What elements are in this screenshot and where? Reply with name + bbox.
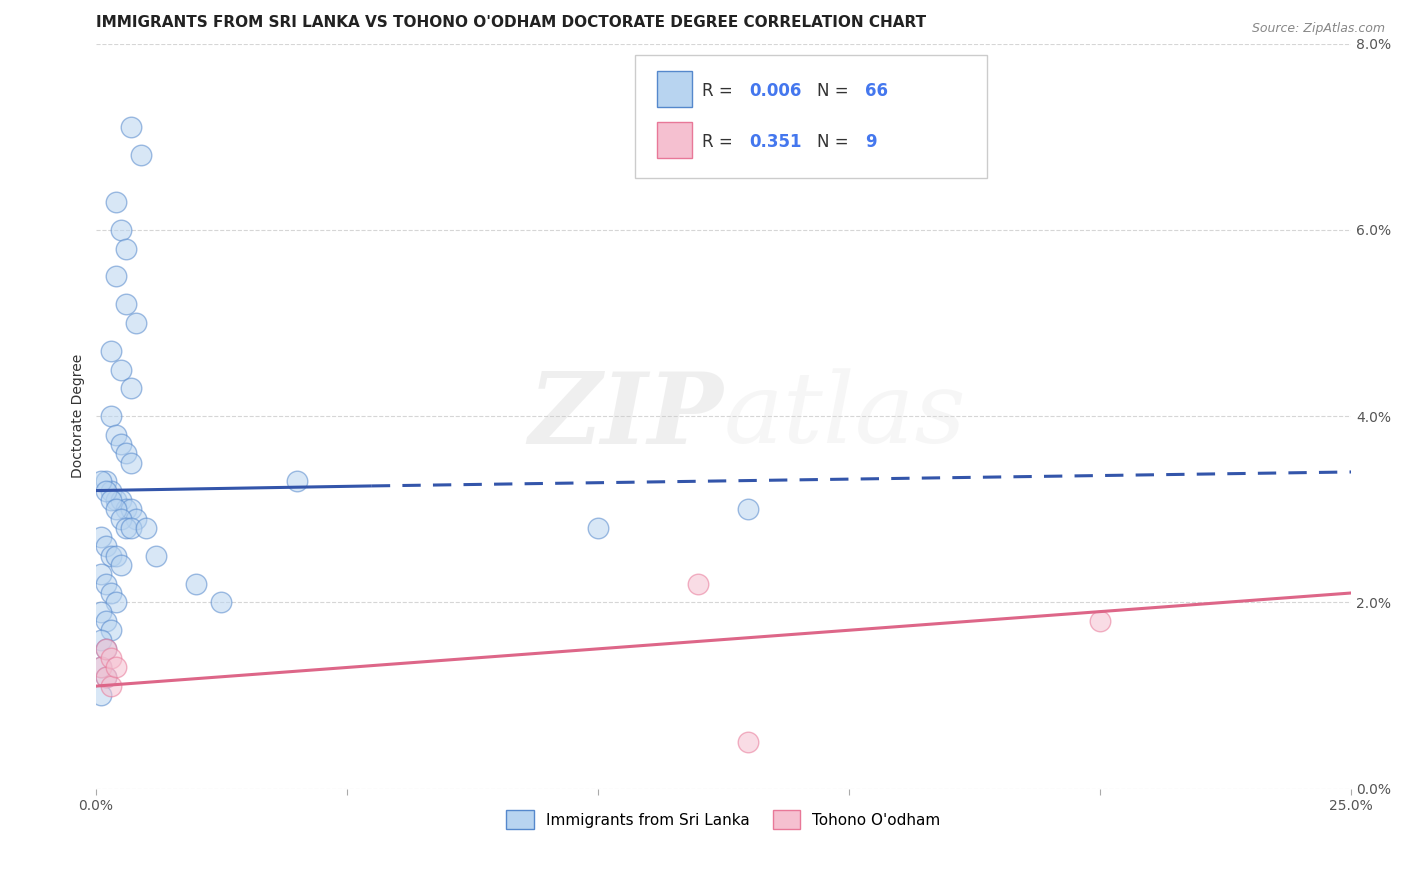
Point [104, 269, 127, 284]
Point [110, 362, 132, 376]
Point [100, 483, 122, 498]
Text: 0.006: 0.006 [749, 82, 801, 100]
Point [129, 148, 152, 162]
Text: N =: N = [817, 133, 855, 151]
Text: ZIP: ZIP [529, 368, 723, 465]
Point [90, 632, 112, 647]
Text: 66: 66 [865, 82, 889, 100]
Point [104, 660, 127, 674]
Point [737, 735, 759, 749]
Point [209, 595, 232, 609]
Point [90, 530, 112, 544]
Text: 0.351: 0.351 [749, 133, 803, 151]
Text: atlas: atlas [723, 368, 966, 464]
Point [104, 194, 127, 209]
Point [110, 511, 132, 525]
Point [104, 595, 127, 609]
Point [184, 576, 207, 591]
Point [120, 381, 142, 395]
Point [94, 475, 117, 489]
Y-axis label: Doctorate Degree: Doctorate Degree [72, 354, 86, 478]
Text: R =: R = [702, 82, 738, 100]
Text: R =: R = [702, 133, 738, 151]
Text: Source: ZipAtlas.com: Source: ZipAtlas.com [1251, 22, 1385, 36]
Point [94, 641, 117, 656]
Point [100, 343, 122, 358]
Point [104, 427, 127, 442]
FancyBboxPatch shape [636, 54, 987, 178]
Point [100, 586, 122, 600]
Point [94, 670, 117, 684]
Point [104, 549, 127, 563]
Point [120, 456, 142, 470]
Text: IMMIGRANTS FROM SRI LANKA VS TOHONO O'ODHAM DOCTORATE DEGREE CORRELATION CHART: IMMIGRANTS FROM SRI LANKA VS TOHONO O'OD… [96, 15, 925, 30]
Point [100, 549, 122, 563]
Point [100, 624, 122, 638]
Text: N =: N = [817, 82, 855, 100]
Point [120, 502, 142, 516]
Legend: Immigrants from Sri Lanka, Tohono O'odham: Immigrants from Sri Lanka, Tohono O'odha… [499, 803, 948, 837]
Point [90, 567, 112, 582]
Point [1088, 614, 1111, 628]
Point [120, 120, 142, 135]
Point [114, 502, 136, 516]
Point [104, 492, 127, 507]
Point [100, 651, 122, 665]
Point [110, 492, 132, 507]
Point [110, 223, 132, 237]
Point [114, 297, 136, 311]
Point [90, 660, 112, 674]
Point [688, 576, 710, 591]
Point [285, 475, 308, 489]
Point [94, 483, 117, 498]
Point [94, 641, 117, 656]
Point [94, 614, 117, 628]
Point [125, 316, 148, 330]
Point [104, 502, 127, 516]
Point [94, 576, 117, 591]
Text: 9: 9 [865, 133, 877, 151]
Point [90, 475, 112, 489]
Point [586, 521, 609, 535]
Point [114, 521, 136, 535]
Point [110, 437, 132, 451]
Bar [657, 122, 692, 158]
Bar [657, 71, 692, 107]
Point [90, 660, 112, 674]
Point [90, 605, 112, 619]
Point [114, 446, 136, 460]
Point [94, 670, 117, 684]
Point [90, 689, 112, 703]
Point [120, 521, 142, 535]
Point [100, 492, 122, 507]
Point [94, 540, 117, 554]
Point [100, 679, 122, 693]
Point [100, 409, 122, 423]
Point [145, 549, 167, 563]
Point [114, 242, 136, 256]
Point [110, 558, 132, 572]
Point [125, 511, 148, 525]
Point [737, 502, 759, 516]
Point [135, 521, 157, 535]
